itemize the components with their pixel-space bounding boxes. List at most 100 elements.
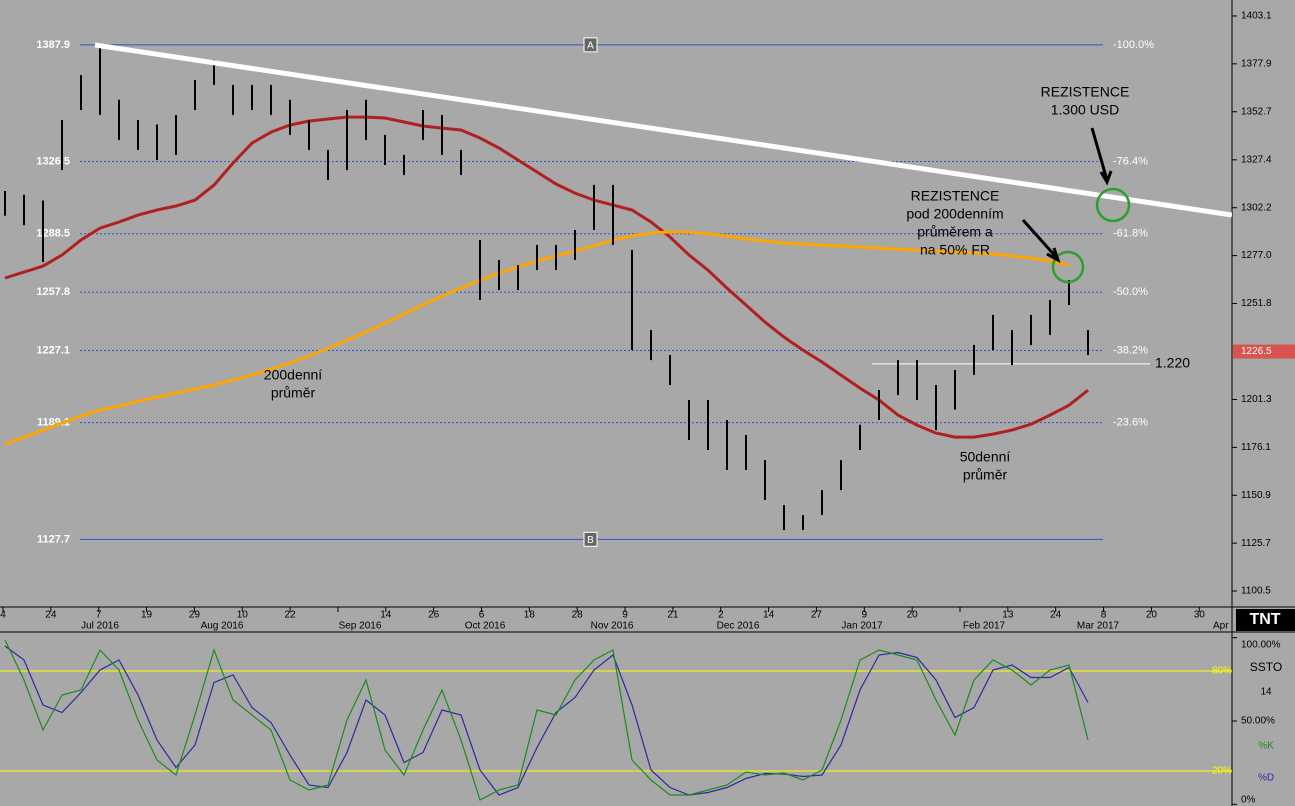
- annotation: pod 200denním: [906, 206, 1003, 222]
- y-tick-label: 1352.7: [1241, 106, 1272, 117]
- x-month-label: Sep 2016: [339, 621, 382, 632]
- x-month-label: Jul 2016: [81, 621, 119, 632]
- x-tick-label: 2: [718, 610, 724, 621]
- ma-label: průměr: [963, 467, 1008, 483]
- x-tick-label: 21: [667, 610, 679, 621]
- x-month-label: Mar 2017: [1077, 621, 1120, 632]
- price-panel: 1387.9 -100.0% 1326.5 -76.4% 1288.5 -61.8% 125…: [4, 37, 1232, 547]
- y-tick-label: 1100.5: [1241, 586, 1271, 597]
- x-tick-label: 18: [524, 610, 536, 621]
- indicator-period: 14: [1260, 687, 1272, 698]
- highlight-circle: [1051, 250, 1085, 284]
- x-tick-label: 10: [237, 610, 249, 621]
- fib-pct-label: -61.8%: [1113, 228, 1148, 240]
- annotation: 1.300 USD: [1051, 102, 1119, 118]
- fib-marker: A: [587, 40, 594, 51]
- y-tick-label: 1377.9: [1241, 58, 1272, 69]
- ma-label: 200denní: [264, 367, 323, 383]
- fib-price-label: 1189.1: [37, 417, 70, 429]
- x-tick-label: 19: [141, 610, 153, 621]
- level-label: 20%: [1212, 766, 1232, 777]
- y-tick-label: 1302.2: [1241, 202, 1272, 213]
- logo-box: [1236, 609, 1295, 631]
- fib-price-label: 1257.8: [36, 286, 70, 298]
- y-tick-label: 1176.1: [1241, 442, 1271, 453]
- x-tick-label: 9: [862, 610, 868, 621]
- x-tick-label: 13: [1002, 610, 1014, 621]
- x-month-label: Jan 2017: [841, 621, 883, 632]
- x-tick-label: 27: [811, 610, 823, 621]
- annotation: na 50% FR: [920, 242, 990, 258]
- x-tick-label: 29: [189, 610, 201, 621]
- fib-pct-label: -100.0%: [1113, 39, 1154, 51]
- axes: 1403.1 1377.9 1352.7 1327.4 1302.2 1277.0 1251…: [0, 11, 1295, 806]
- fib-marker-box: [583, 531, 598, 547]
- month-labels: Jul 2016 Aug 2016 Sep 2016 Oct 2016 Nov 2016…: [81, 621, 1254, 632]
- legend-label: %D: [1258, 773, 1274, 784]
- fib-price-label: 1227.1: [36, 344, 70, 356]
- stochastic-line: [4, 639, 1089, 801]
- fib-pct-label: -76.4%: [1113, 155, 1148, 167]
- fib-pct-label: -38.2%: [1113, 344, 1148, 356]
- legend-label: %K: [1258, 741, 1274, 752]
- y-tick-label: 1201.3: [1241, 394, 1272, 405]
- fib-price-label: 1127.7: [37, 533, 70, 545]
- annotation: REZISTENCE: [911, 188, 1000, 204]
- y-tick-label: 1251.8: [1241, 298, 1272, 309]
- fib-marker: B: [587, 535, 594, 546]
- y-tick-label: 1327.4: [1241, 154, 1272, 165]
- x-tick-label: 30: [1194, 610, 1206, 621]
- x-month-label: Aug 2016: [201, 621, 244, 632]
- x-month-label: Feb 2017: [963, 621, 1006, 632]
- fib-price-label: 1387.9: [36, 39, 70, 51]
- x-tick-label: 8: [1101, 610, 1107, 621]
- x-month-label: Apr 2017: [1213, 621, 1254, 632]
- y-tick-label: 1150.9: [1241, 490, 1271, 501]
- stochastic-panel: 80% 20%: [0, 639, 1232, 801]
- fib-pct-label: -50.0%: [1113, 286, 1148, 298]
- x-tick-label: 24: [1050, 610, 1062, 621]
- arrow: [1021, 218, 1061, 264]
- x-tick-label: 7: [96, 610, 102, 621]
- x-tick-label: 28: [572, 610, 584, 621]
- x-tick-label: 24: [45, 610, 57, 621]
- ma-label: průměr: [271, 385, 316, 401]
- x-tick-label: 22: [285, 610, 297, 621]
- annotation: průměrem a: [917, 224, 993, 240]
- level-label: 80%: [1212, 666, 1232, 677]
- moving-average: [4, 115, 1089, 439]
- y-tick-label: 1403.1: [1241, 11, 1272, 22]
- highlight-circle: [1095, 187, 1131, 223]
- last-price-box: [1233, 344, 1295, 359]
- x-tick-label: 4: [0, 610, 6, 621]
- fib-pct-label: -23.6%: [1113, 417, 1148, 429]
- x-tick-label: 20: [1146, 610, 1158, 621]
- y-tick-label: 100.00%: [1241, 640, 1281, 651]
- last-price-label: 1226.5: [1241, 346, 1272, 357]
- indicator-title: SSTO: [1250, 660, 1282, 674]
- x-tick-label: 14: [380, 610, 392, 621]
- arrow: [1090, 127, 1113, 186]
- fib-marker-box: [583, 37, 598, 53]
- y-tick-label: 0%: [1241, 795, 1256, 806]
- stochastic-line: [4, 645, 1089, 796]
- fib-price-label: 1326.5: [36, 155, 70, 167]
- fib-price-label: 1288.5: [36, 228, 70, 240]
- logo: TNT: [1249, 611, 1280, 628]
- annotation: REZISTENCE: [1041, 84, 1130, 100]
- x-month-label: Dec 2016: [717, 621, 760, 632]
- support-label: 1.220: [1155, 355, 1190, 371]
- y-tick-label: 50.00%: [1241, 716, 1275, 727]
- x-tick-label: 14: [763, 610, 775, 621]
- x-tick-label: 6: [479, 610, 485, 621]
- x-month-label: Oct 2016: [465, 621, 506, 632]
- y-tick-label: 1125.7: [1241, 538, 1271, 549]
- x-tick-label: 26: [428, 610, 440, 621]
- ma-label: 50denní: [960, 449, 1011, 465]
- trend-line: [94, 42, 1232, 218]
- x-month-label: Nov 2016: [591, 621, 634, 632]
- x-tick-label: 9: [622, 610, 628, 621]
- x-tick-label: 20: [907, 610, 919, 621]
